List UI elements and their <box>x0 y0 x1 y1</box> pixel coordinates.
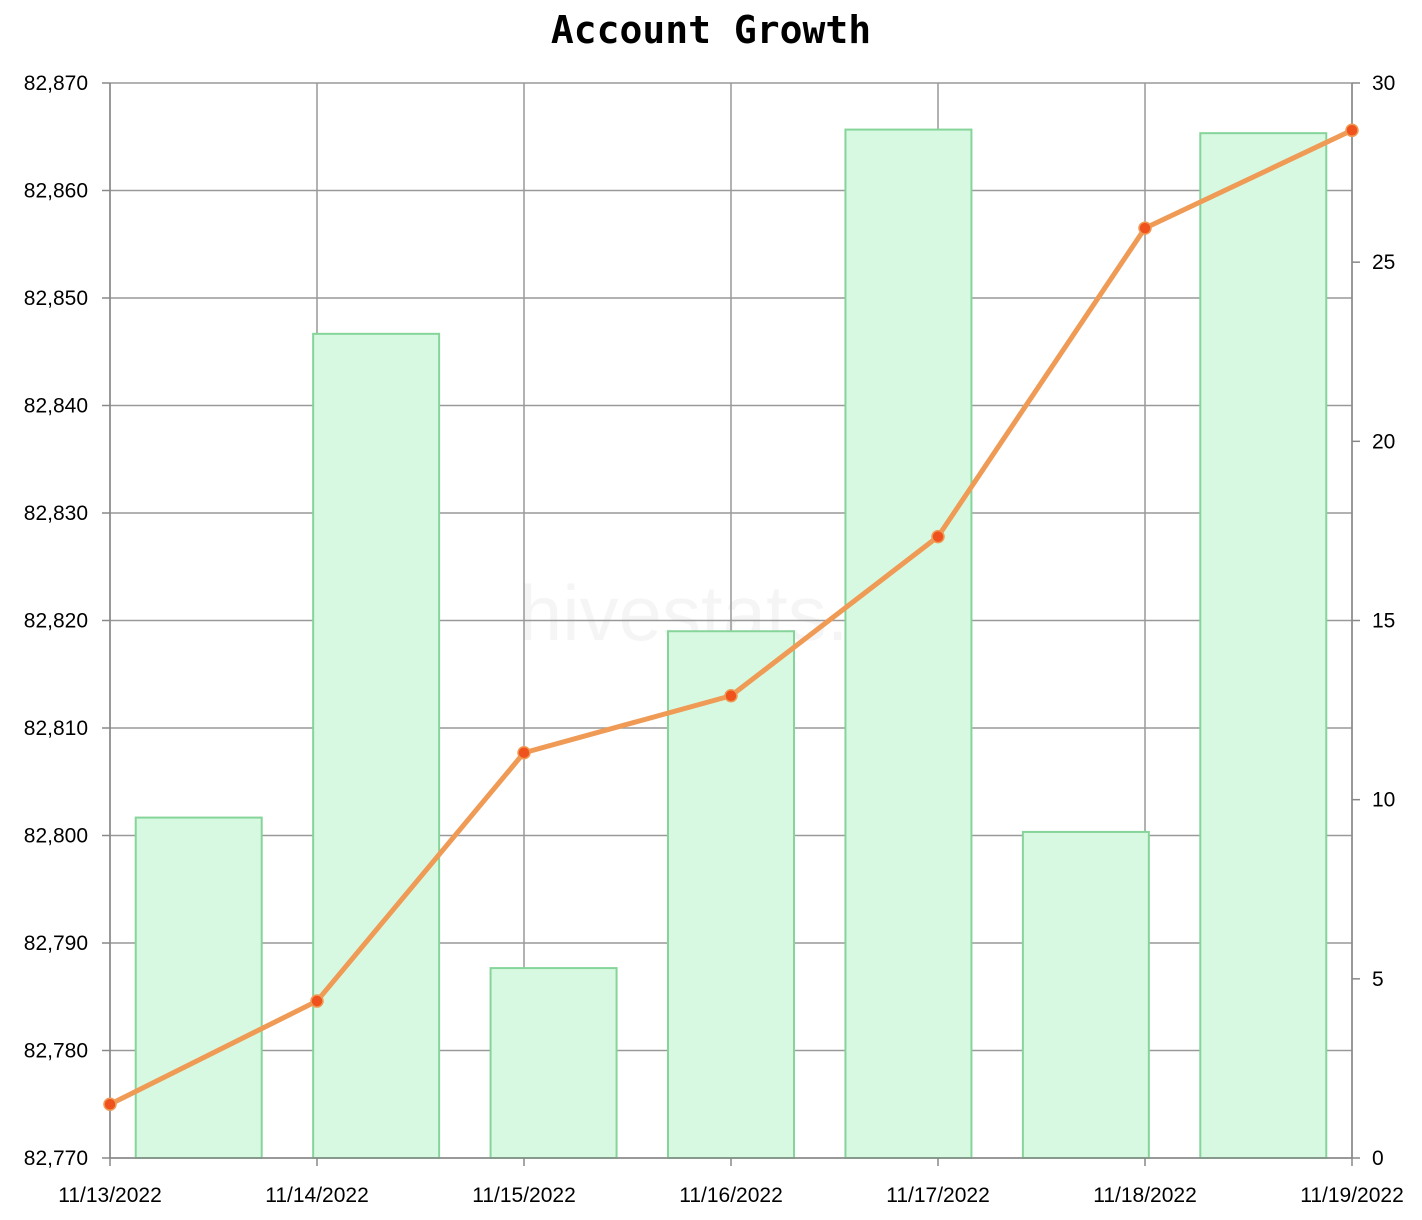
y-left-tick-label: 82,790 <box>24 932 88 955</box>
bar <box>1021 830 1150 1160</box>
bar <box>312 332 441 1160</box>
y-left-tick-label: 82,850 <box>24 287 88 310</box>
bars-layer <box>134 128 1328 1160</box>
labels-layer: 82,770 82,780 82,790 82,800 82,810 82,820 82,8… <box>24 72 1404 1207</box>
y-left-tick-label: 82,800 <box>24 825 88 848</box>
y-left-tick-label: 82,770 <box>24 1147 88 1170</box>
bar <box>489 967 618 1159</box>
data-point <box>1138 221 1152 235</box>
y-right-tick-label: 5 <box>1372 968 1384 991</box>
bar <box>134 816 263 1159</box>
x-tick-label: 11/18/2022 <box>1093 1184 1197 1207</box>
y-left-tick-label: 82,810 <box>24 717 88 740</box>
x-tick-label: 11/13/2022 <box>58 1184 162 1207</box>
x-tick-label: 11/15/2022 <box>472 1184 576 1207</box>
y-right-tick-label: 20 <box>1372 430 1395 453</box>
y-left-tick-label: 82,870 <box>24 72 88 95</box>
x-tick-label: 11/19/2022 <box>1300 1184 1404 1207</box>
y-right-tick-label: 0 <box>1372 1147 1384 1170</box>
y-left-tick-label: 82,860 <box>24 180 88 203</box>
data-point <box>1345 123 1359 138</box>
data-point <box>103 1097 117 1111</box>
line-layer <box>103 123 1359 1111</box>
y-left-tick-label: 82,820 <box>24 610 88 633</box>
y-left-tick-label: 82,780 <box>24 1040 88 1063</box>
y-right-tick-label: 30 <box>1372 72 1395 95</box>
y-left-tick-label: 82,840 <box>24 395 88 418</box>
y-right-tick-label: 15 <box>1372 610 1395 633</box>
y-left-tick-label: 82,830 <box>24 502 88 525</box>
x-tick-label: 11/16/2022 <box>679 1184 783 1207</box>
data-point <box>310 994 324 1008</box>
data-point <box>931 529 945 544</box>
chart-title: Account Growth <box>550 8 872 52</box>
bar <box>667 630 795 1159</box>
y-right-tick-label: 10 <box>1372 789 1395 812</box>
data-point <box>517 745 531 760</box>
y-right-tick-label: 25 <box>1372 251 1395 274</box>
axis-layer <box>102 82 1360 1166</box>
x-tick-label: 11/14/2022 <box>265 1184 369 1207</box>
bar <box>844 128 973 1159</box>
data-point <box>724 689 738 703</box>
bar <box>1199 132 1328 1160</box>
x-tick-label: 11/17/2022 <box>886 1184 990 1207</box>
